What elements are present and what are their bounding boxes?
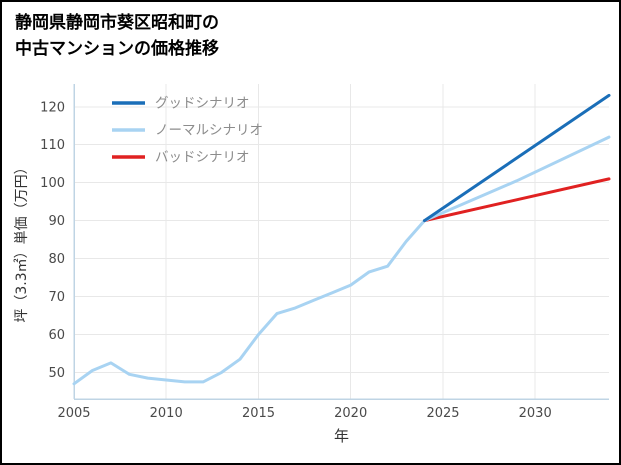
series-line-normal [423,135,611,223]
y-tick-label: 60 [48,328,65,343]
series-line-history [72,219,426,386]
chart-title: 静岡県静岡市葵区昭和町の 中古マンションの価格推移 [15,10,219,63]
y-tick-label: 90 [48,214,65,229]
y-tick-label: 120 [40,100,65,115]
series-line-bad [423,177,611,223]
x-tick-label: 2005 [57,406,90,421]
legend-label-normal: ノーマルシナリオ [155,123,263,139]
x-tick-label: 2010 [150,406,183,421]
x-tick-label: 2025 [426,406,459,421]
y-tick-label: 80 [48,252,65,267]
y-tick-label: 70 [48,290,65,305]
chart-title-line2: 中古マンションの価格推移 [15,39,219,60]
chart-title-line1: 静岡県静岡市葵区昭和町の [15,13,219,33]
x-axis-label: 年 [334,427,349,445]
series-line-good [423,93,611,223]
x-tick-label: 2015 [242,406,275,421]
price-trend-chart: 50 60 70 80 90 100 110 120 2005 2010 2015 2020 2025 2… [14,84,611,445]
y-axis-label: 坪（3.3㎡）単価（万円） [14,160,30,322]
x-tick-label: 2030 [519,406,552,421]
legend-label-bad: バッドシナリオ [155,150,250,166]
y-tick-label: 50 [48,366,65,381]
x-tick-label: 2020 [334,406,367,421]
y-tick-label: 100 [40,176,65,191]
y-tick-label: 110 [40,138,65,153]
legend-label-good: グッドシナリオ [155,96,250,112]
